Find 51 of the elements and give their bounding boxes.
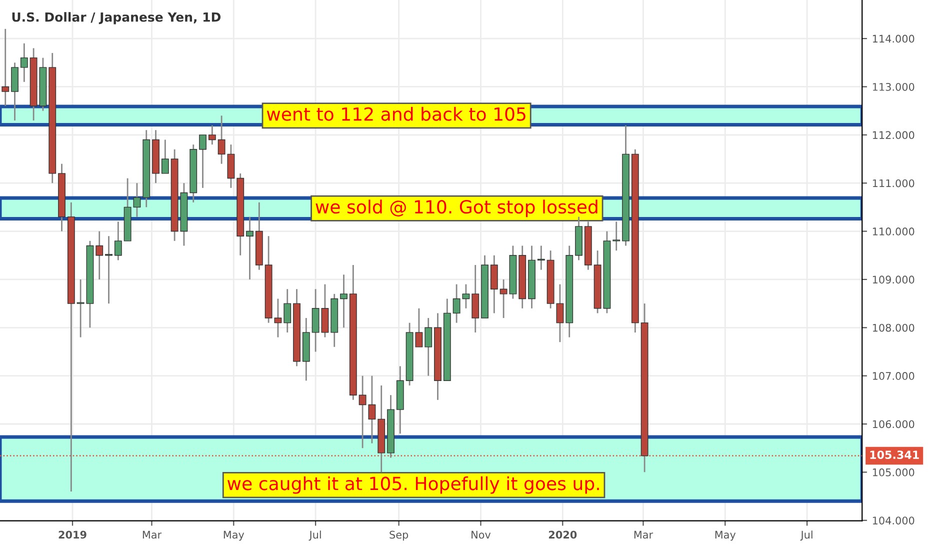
candlestick (20, 42, 28, 83)
x-tick-label: 2019 (58, 530, 86, 539)
candlestick (199, 134, 206, 189)
candlestick (424, 317, 432, 377)
candlestick (76, 278, 84, 338)
x-tick-label: Sep (390, 530, 408, 541)
candlestick (161, 139, 169, 174)
y-tick-label: 108.000 (872, 324, 914, 332)
candlestick (284, 288, 292, 334)
y-tick-label: 114.000 (872, 34, 914, 43)
candlestick (218, 114, 226, 165)
x-tick-label: Mar (142, 530, 162, 539)
y-tick-label: 107.000 (872, 372, 914, 380)
candlestick (2, 28, 10, 107)
candlestick (114, 220, 122, 261)
candlestick (556, 284, 564, 343)
x-tick-label: 2020 (548, 530, 577, 539)
candlestick (612, 220, 620, 252)
x-tick-label: Mar (634, 530, 654, 539)
candlestick (415, 308, 423, 348)
candlestick (105, 235, 112, 304)
candlestick (340, 274, 348, 328)
candlestick (452, 284, 460, 324)
x-tick-label: Jul (308, 530, 321, 541)
candlestick (246, 216, 254, 280)
candlestick (133, 182, 141, 218)
y-tick-label: 109.000 (872, 276, 914, 284)
candlestick (462, 284, 470, 310)
ref-line-label: 105.341 (870, 450, 919, 459)
candlestick (208, 124, 216, 146)
candlestick (368, 375, 376, 444)
candlestick (537, 245, 545, 271)
band-label: went to 112 and back to 105 (266, 106, 526, 121)
y-tick-label: 110.000 (872, 228, 914, 236)
x-tick-label: Jul (800, 530, 812, 541)
x-tick-label: May (715, 530, 736, 541)
text: U.S. Dollar / Japanese Yen, 1D (12, 12, 221, 24)
y-tick-label: 112.000 (872, 131, 914, 140)
y-tick-label: 111.000 (872, 179, 914, 188)
candlestick (500, 278, 508, 319)
band-label: we caught it at 105. Hopefully it goes up. (228, 476, 599, 494)
candlestick (358, 375, 366, 449)
candlestick (96, 230, 104, 280)
y-tick-label: 105.000 (872, 468, 914, 476)
x-tick-label: May (224, 530, 244, 541)
y-tick-label: 106.000 (872, 420, 914, 428)
y-tick-label: 113.000 (872, 82, 914, 91)
x-tick-label: Nov (472, 530, 491, 539)
band-label: we sold @ 110. Got stop lossed (316, 200, 598, 218)
candlestick (274, 298, 282, 338)
y-tick-label: 104.000 (872, 516, 914, 524)
